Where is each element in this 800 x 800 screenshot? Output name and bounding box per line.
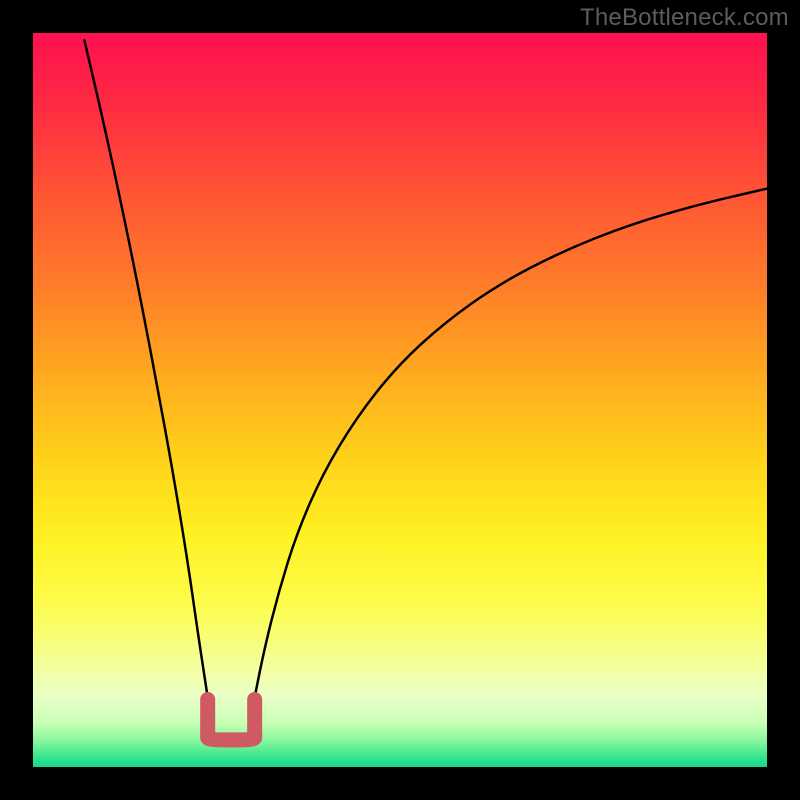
chart-background xyxy=(33,33,767,767)
watermark-text: TheBottleneck.com xyxy=(580,4,789,32)
chart-frame xyxy=(33,33,767,767)
chart-svg xyxy=(33,33,767,767)
